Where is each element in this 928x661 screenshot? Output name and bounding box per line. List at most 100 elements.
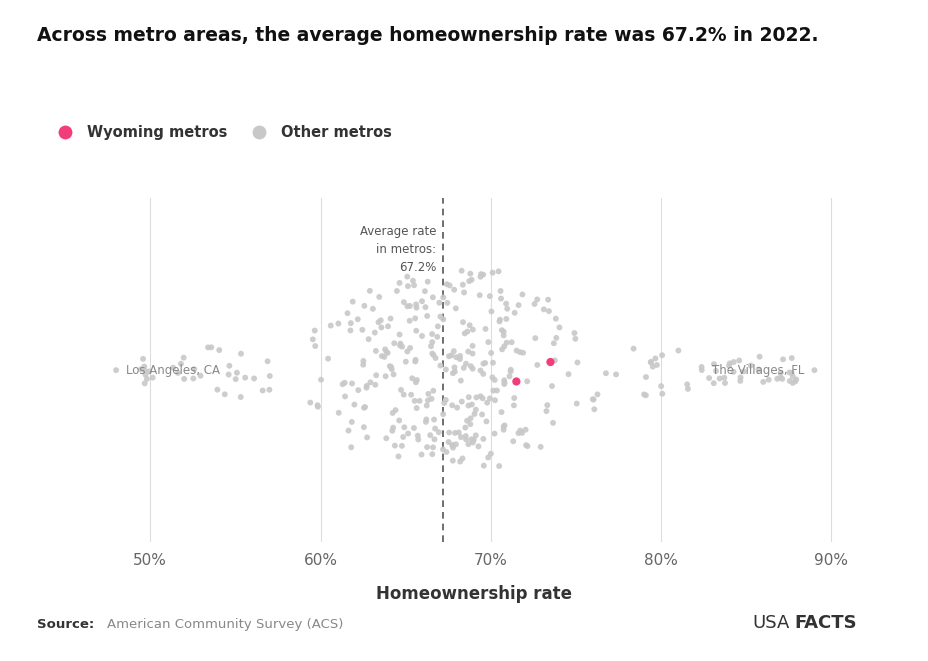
- Point: [393, 340, 407, 351]
- Point: [451, 427, 466, 438]
- Point: [233, 348, 248, 359]
- Point: [229, 368, 244, 378]
- Point: [424, 393, 439, 404]
- Point: [135, 354, 150, 364]
- Point: [377, 352, 392, 362]
- Point: [402, 342, 417, 353]
- Point: [432, 360, 447, 371]
- Point: [435, 292, 450, 303]
- Point: [496, 421, 510, 432]
- Point: [337, 391, 352, 402]
- Point: [441, 427, 456, 438]
- Point: [212, 345, 226, 356]
- Point: [498, 314, 513, 325]
- Point: [260, 356, 275, 367]
- Point: [426, 414, 441, 425]
- Point: [439, 447, 454, 457]
- Point: [410, 430, 425, 441]
- Point: [428, 353, 443, 364]
- Point: [721, 358, 736, 369]
- Point: [438, 395, 453, 405]
- Point: [445, 440, 459, 451]
- Point: [373, 315, 388, 326]
- Point: [139, 373, 154, 384]
- Point: [320, 354, 335, 364]
- Point: [648, 353, 663, 364]
- Point: [233, 392, 248, 403]
- Point: [136, 362, 151, 372]
- Point: [344, 416, 359, 427]
- Point: [475, 269, 490, 280]
- Point: [514, 289, 529, 299]
- Point: [445, 440, 459, 450]
- Point: [783, 368, 798, 378]
- Point: [475, 434, 490, 444]
- Point: [400, 281, 415, 292]
- Point: [708, 366, 723, 376]
- Point: [586, 404, 601, 414]
- Point: [407, 354, 422, 365]
- Point: [479, 416, 494, 427]
- Point: [448, 352, 463, 362]
- Point: [430, 321, 445, 332]
- Point: [455, 280, 470, 290]
- Point: [238, 372, 252, 383]
- Point: [420, 389, 435, 399]
- Point: [409, 375, 424, 385]
- Point: [387, 440, 402, 451]
- Point: [394, 440, 409, 451]
- Point: [503, 366, 518, 377]
- Point: [453, 375, 468, 386]
- Point: [452, 350, 467, 361]
- Point: [262, 371, 277, 381]
- Point: [438, 364, 453, 375]
- Point: [165, 362, 180, 373]
- Point: [645, 362, 660, 372]
- Point: [482, 393, 496, 404]
- Point: [542, 357, 557, 368]
- Point: [732, 375, 747, 386]
- Point: [337, 377, 352, 388]
- Point: [408, 325, 423, 336]
- Point: [374, 322, 389, 332]
- Point: [255, 385, 270, 396]
- Point: [515, 348, 530, 358]
- Point: [359, 381, 374, 391]
- Point: [444, 350, 458, 361]
- Point: [379, 433, 393, 444]
- Point: [354, 325, 369, 335]
- Point: [548, 332, 563, 343]
- Point: [355, 356, 370, 366]
- Point: [456, 362, 470, 373]
- Point: [176, 373, 191, 384]
- Point: [408, 299, 423, 309]
- Point: [496, 375, 511, 385]
- Point: [392, 415, 406, 426]
- Point: [496, 330, 510, 340]
- Point: [193, 370, 208, 381]
- Point: [430, 332, 445, 342]
- Point: [382, 361, 397, 371]
- Point: [424, 329, 439, 339]
- Point: [507, 307, 522, 318]
- Point: [357, 402, 372, 412]
- Point: [404, 389, 419, 400]
- Point: [726, 357, 741, 368]
- Point: [496, 420, 511, 431]
- Point: [569, 399, 584, 409]
- Point: [548, 313, 562, 324]
- Point: [485, 385, 500, 396]
- Point: [494, 325, 509, 336]
- Point: [262, 385, 277, 395]
- Point: [471, 290, 486, 301]
- Point: [384, 364, 399, 375]
- Point: [470, 441, 485, 451]
- Point: [457, 328, 471, 338]
- Point: [398, 356, 413, 367]
- Point: [545, 418, 560, 428]
- Point: [422, 430, 437, 440]
- Point: [752, 352, 767, 362]
- Point: [405, 276, 419, 286]
- Point: [750, 364, 765, 375]
- Point: [479, 397, 494, 408]
